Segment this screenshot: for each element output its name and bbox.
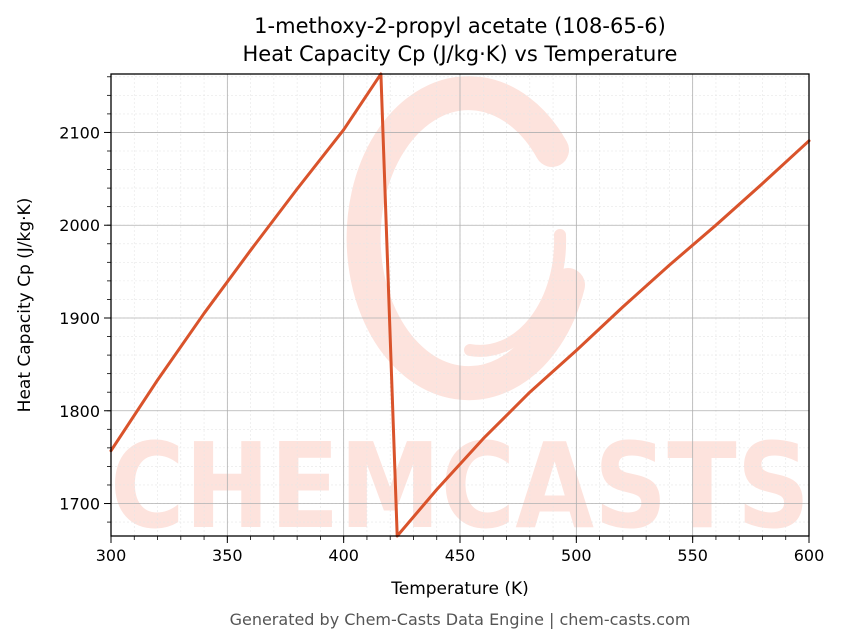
x-tick-label: 550 <box>677 546 708 565</box>
x-tick-label: 400 <box>328 546 359 565</box>
y-tick-label: 2000 <box>59 216 100 235</box>
x-tick-label: 450 <box>445 546 476 565</box>
watermark-logo-icon <box>346 76 585 401</box>
x-tick-label: 350 <box>212 546 243 565</box>
x-tick-label: 300 <box>96 546 127 565</box>
x-tick-label: 600 <box>794 546 825 565</box>
y-tick-label: 2100 <box>59 123 100 142</box>
y-tick-label: 1800 <box>59 402 100 421</box>
y-axis-label: Heat Capacity Cp (J/kg·K) <box>15 198 35 413</box>
series-layer <box>109 72 811 538</box>
chart-title: 1-methoxy-2-propyl acetate (108-65-6) <box>254 14 666 38</box>
y-tick-label: 1900 <box>59 309 100 328</box>
x-axis-label: Temperature (K) <box>390 579 529 599</box>
footer-text: Generated by Chem-Casts Data Engine | ch… <box>230 610 691 629</box>
chart-subtitle: Heat Capacity Cp (J/kg·K) vs Temperature <box>243 42 678 66</box>
major-ticks <box>104 131 810 543</box>
series-line <box>109 72 811 538</box>
y-tick-label: 1700 <box>59 495 100 514</box>
x-tick-label: 500 <box>561 546 592 565</box>
